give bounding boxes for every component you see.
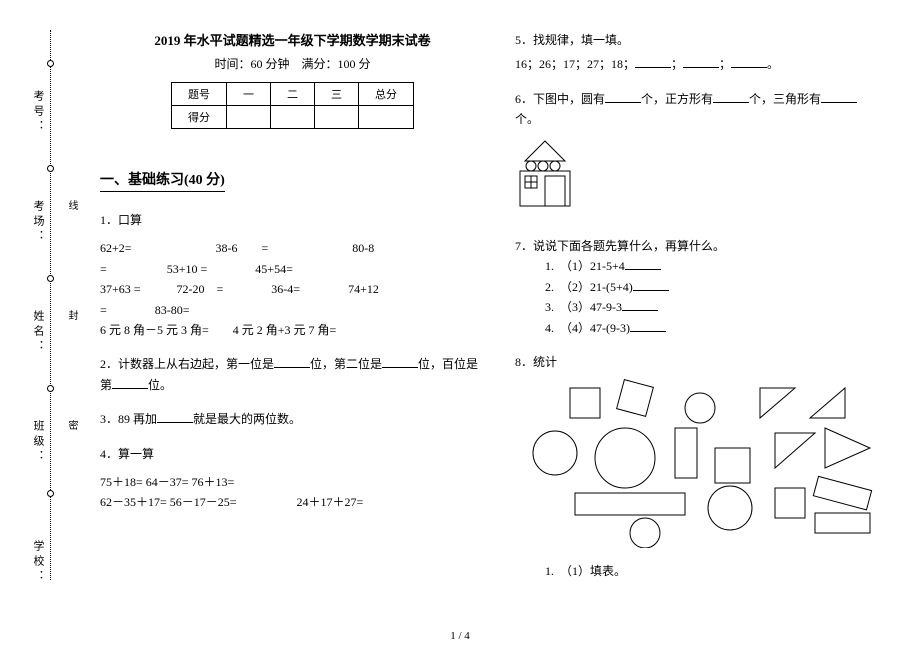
blank: [605, 91, 641, 103]
binding-seg-feng: 封: [64, 310, 79, 320]
q1-line: = 53+10 = 45+54=: [100, 259, 485, 279]
q7-item: 3. （3）47-9-3: [545, 300, 622, 314]
left-column: 2019 年水平试题精选一年级下学期数学期末试卷 时间：60 分钟 满分：100…: [100, 30, 485, 595]
q7-label: 7．说说下面各题先算什么，再算什么。: [515, 236, 900, 256]
q1-line: 37+63 = 72-20 = 36-4= 74+12: [100, 279, 485, 299]
cell: [315, 106, 359, 129]
question-4: 4．算一算 75＋18= 64－37= 76＋13= 62－35＋17= 56－…: [100, 444, 485, 513]
blank: [821, 91, 857, 103]
q8-label: 8．统计: [515, 352, 900, 372]
blank: [630, 320, 666, 332]
page-content: 2019 年水平试题精选一年级下学期数学期末试卷 时间：60 分钟 满分：100…: [100, 30, 900, 595]
blank: [382, 356, 418, 368]
question-2: 2．计数器上从右边起，第一位是位，第二位是位，百位是第位。: [100, 354, 485, 395]
binding-circle: [47, 275, 54, 282]
q5-text: ；: [671, 57, 683, 71]
house-diagram: [515, 136, 900, 222]
blank: [633, 279, 669, 291]
cell: 得分: [172, 106, 227, 129]
q1-label: 1．口算: [100, 210, 485, 230]
score-table: 题号 一 二 三 总分 得分: [171, 82, 414, 129]
cell: [359, 106, 414, 129]
binding-dotted-line: [50, 30, 51, 580]
cell: 三: [315, 83, 359, 106]
q6-text: 个。: [515, 112, 539, 126]
question-8: 8．统计: [515, 352, 900, 581]
q7-item: 2. （2）21-(5+4): [545, 280, 633, 294]
shapes-diagram: [515, 378, 900, 554]
binding-seg-mi: 密: [64, 420, 79, 430]
cell: [271, 106, 315, 129]
q2-text: 2．计数器上从右边起，第一位是: [100, 357, 274, 371]
table-row: 得分: [172, 106, 414, 129]
cell: 总分: [359, 83, 414, 106]
q2-text: 位，第二位是: [310, 357, 382, 371]
cell: 二: [271, 83, 315, 106]
table-row: 题号 一 二 三 总分: [172, 83, 414, 106]
page-footer: 1 / 4: [0, 630, 920, 642]
q5-text: 。: [767, 57, 779, 71]
q1-line: = 83-80=: [100, 300, 485, 320]
blank: [625, 258, 661, 270]
binding-circle: [47, 385, 54, 392]
cell: 题号: [172, 83, 227, 106]
binding-circle: [47, 490, 54, 497]
binding-circle: [47, 60, 54, 67]
q7-item: 1. （1）21-5+4: [545, 259, 625, 273]
binding-margin: 学校： 班级： 姓名： 考场： 考号： 密 封 线: [0, 0, 80, 620]
q1-line: 6 元 8 角－5 元 3 角= 4 元 2 角+3 元 7 角=: [100, 320, 485, 340]
q6-text: 6．下图中，圆有: [515, 92, 605, 106]
binding-label-room: 考场：: [30, 200, 46, 245]
blank: [112, 377, 148, 389]
q6-text: 个，正方形有: [641, 92, 713, 106]
q4-label: 4．算一算: [100, 444, 485, 464]
binding-label-number: 考号：: [30, 90, 46, 135]
binding-label-school: 学校：: [30, 540, 46, 585]
q5-text: ；: [719, 57, 731, 71]
binding-label-class: 班级：: [30, 420, 46, 465]
blank: [635, 56, 671, 68]
question-1: 1．口算 62+2= 38-6 = 80-8 = 53+10 = 45+54= …: [100, 210, 485, 340]
section-heading: 一、基础练习(40 分): [100, 169, 225, 192]
q1-line: 62+2= 38-6 = 80-8: [100, 238, 485, 258]
q4-line: 75＋18= 64－37= 76＋13=: [100, 472, 485, 492]
binding-label-name: 姓名：: [30, 310, 46, 355]
q7-item: 4. （4）47-(9-3): [545, 321, 630, 335]
q8-sub: 1. （1）填表。: [515, 561, 900, 581]
q6-text: 个，三角形有: [749, 92, 821, 106]
question-7: 7．说说下面各题先算什么，再算什么。 1. （1）21-5+4 2. （2）21…: [515, 236, 900, 338]
q3-text: 3．89 再加: [100, 412, 157, 426]
q3-text: 就是最大的两位数。: [193, 412, 301, 426]
q5-label: 5．找规律，填一填。: [515, 30, 900, 50]
question-3: 3．89 再加 就是最大的两位数。: [100, 409, 485, 429]
cell: [227, 106, 271, 129]
blank: [157, 411, 193, 423]
binding-seg-xian: 线: [64, 200, 79, 210]
blank: [622, 299, 658, 311]
exam-subtitle: 时间：60 分钟 满分：100 分: [100, 55, 485, 72]
q2-text: 位。: [148, 378, 172, 392]
question-5: 5．找规律，填一填。 16；26；17；27；18； ； ； 。: [515, 30, 900, 75]
q4-line: 62－35＋17= 56－17－25= 24＋17＋27=: [100, 492, 485, 512]
blank: [683, 56, 719, 68]
q5-text: 16；26；17；27；18；: [515, 57, 635, 71]
exam-title: 2019 年水平试题精选一年级下学期数学期末试卷: [100, 30, 485, 49]
right-column: 5．找规律，填一填。 16；26；17；27；18； ； ； 。 6．下图中，圆有 个，…: [515, 30, 900, 595]
blank: [713, 91, 749, 103]
blank: [274, 356, 310, 368]
blank: [731, 56, 767, 68]
binding-circle: [47, 165, 54, 172]
question-6: 6．下图中，圆有 个，正方形有 个，三角形有个。: [515, 89, 900, 222]
cell: 一: [227, 83, 271, 106]
